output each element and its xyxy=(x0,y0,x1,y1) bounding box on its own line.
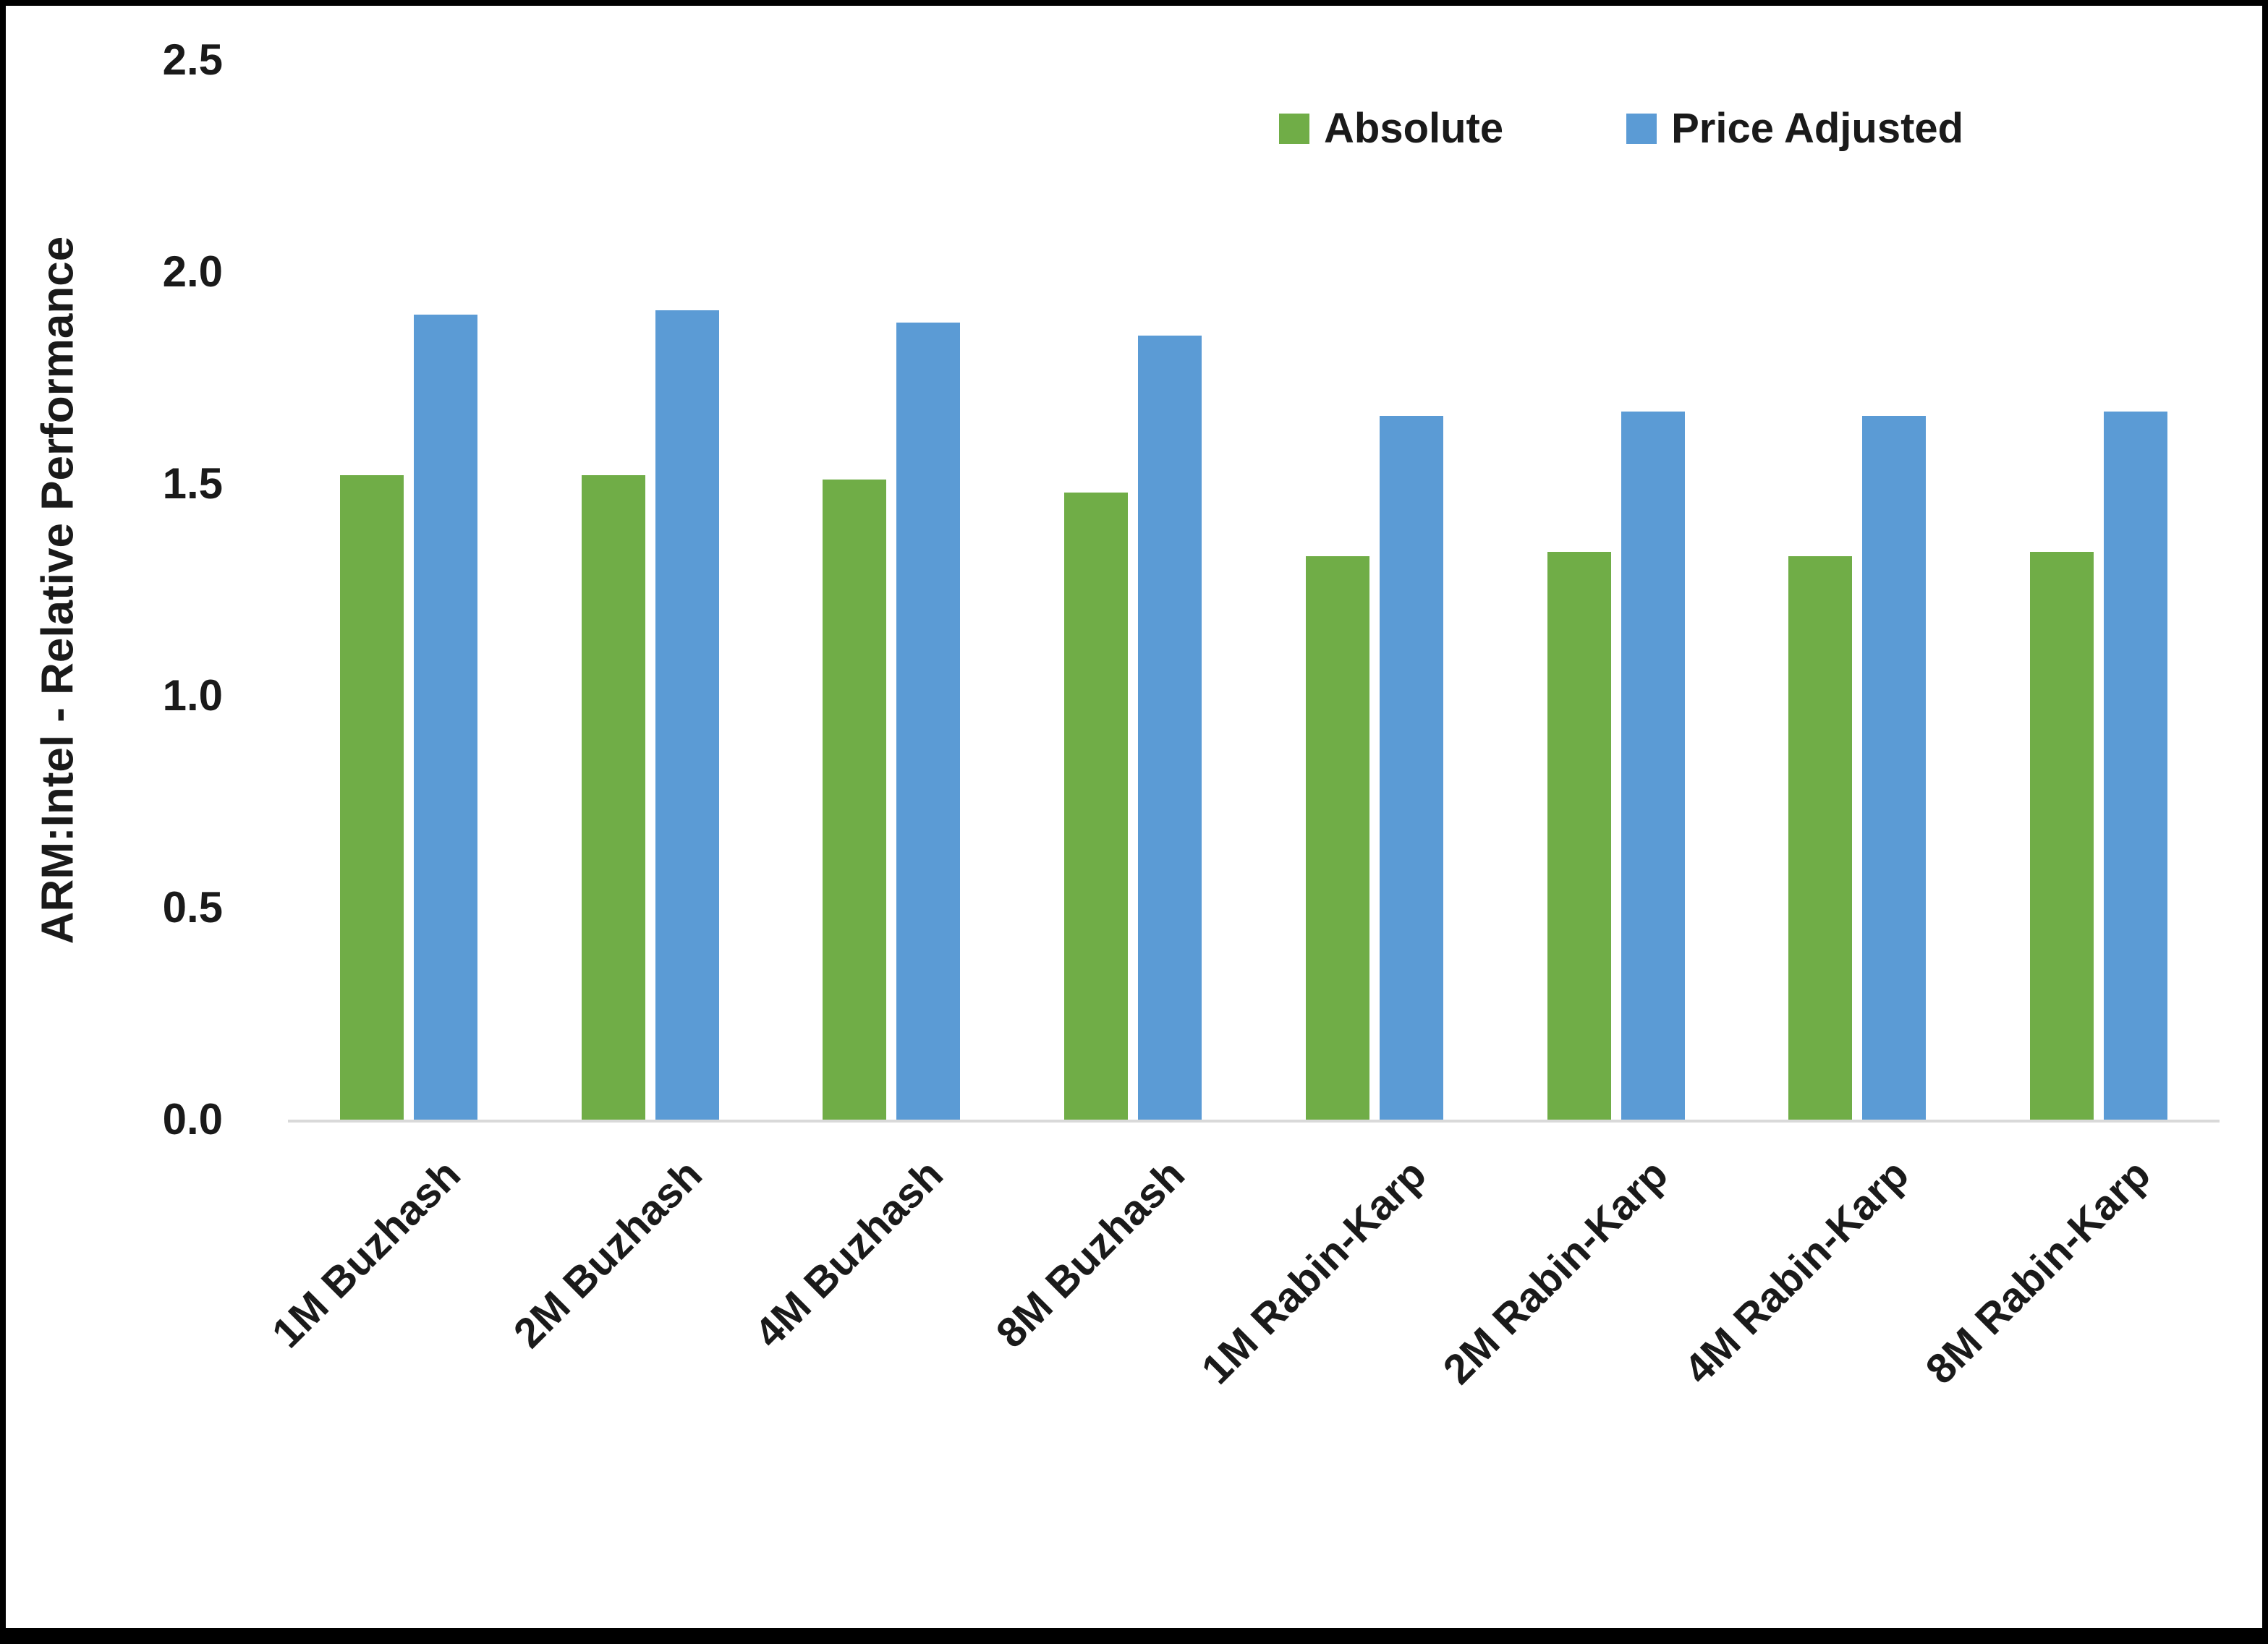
legend-swatch-icon xyxy=(1279,114,1309,144)
bar-absolute xyxy=(1788,556,1853,1120)
x-category-label: 8M Rabin-Karp xyxy=(1916,1150,2159,1394)
chart-legend: Absolute Price Adjusted xyxy=(1279,107,1963,150)
bar-price-adjusted xyxy=(413,315,477,1120)
x-category-label: 1M Buzhash xyxy=(263,1150,470,1358)
bar-group xyxy=(1012,60,1254,1120)
bar-group xyxy=(1254,60,1495,1120)
legend-label: Price Adjusted xyxy=(1671,105,1964,152)
legend-item-price-adjusted: Price Adjusted xyxy=(1626,107,1963,150)
y-axis-title: ARM:Intel - Relative Performance xyxy=(33,236,82,944)
y-tick-label: 0.5 xyxy=(162,883,223,932)
bar-price-adjusted xyxy=(655,310,719,1120)
y-tick-label: 2.5 xyxy=(162,35,223,84)
bar-absolute xyxy=(1305,556,1369,1120)
y-tick-label: 2.0 xyxy=(162,247,223,296)
x-category-label: 8M Buzhash xyxy=(987,1150,1194,1358)
bar-absolute xyxy=(1064,493,1129,1120)
plot-area xyxy=(288,60,2220,1123)
x-category-label: 4M Rabin-Karp xyxy=(1675,1150,1919,1394)
legend-item-absolute: Absolute xyxy=(1279,107,1503,150)
bar-price-adjusted xyxy=(896,323,961,1120)
bar-price-adjusted xyxy=(1379,416,1443,1120)
bar-group xyxy=(1495,60,1737,1120)
bar-price-adjusted xyxy=(1138,336,1202,1120)
bar-group xyxy=(1978,60,2220,1120)
bar-price-adjusted xyxy=(1862,416,1927,1120)
y-tick-label: 1.5 xyxy=(162,459,223,508)
legend-label: Absolute xyxy=(1324,105,1504,152)
bar-group xyxy=(771,60,1013,1120)
x-category-label: 2M Rabin-Karp xyxy=(1434,1150,1677,1394)
bar-group xyxy=(288,60,530,1120)
bar-absolute xyxy=(1547,552,1611,1120)
x-category-label: 4M Buzhash xyxy=(745,1150,953,1358)
bar-group xyxy=(530,60,771,1120)
y-tick-label: 1.0 xyxy=(162,671,223,720)
x-category-label: 2M Buzhash xyxy=(504,1150,711,1358)
bar-absolute xyxy=(823,480,887,1120)
bar-group xyxy=(1737,60,1979,1120)
bar-absolute xyxy=(581,475,645,1120)
legend-swatch-icon xyxy=(1626,114,1657,144)
bar-price-adjusted xyxy=(2104,412,2168,1120)
bar-absolute xyxy=(339,475,404,1120)
y-tick-label: 0.0 xyxy=(162,1095,223,1143)
bar-price-adjusted xyxy=(1621,412,1685,1120)
bar-absolute xyxy=(2030,552,2094,1120)
x-category-label: 1M Rabin-Karp xyxy=(1192,1150,1435,1394)
